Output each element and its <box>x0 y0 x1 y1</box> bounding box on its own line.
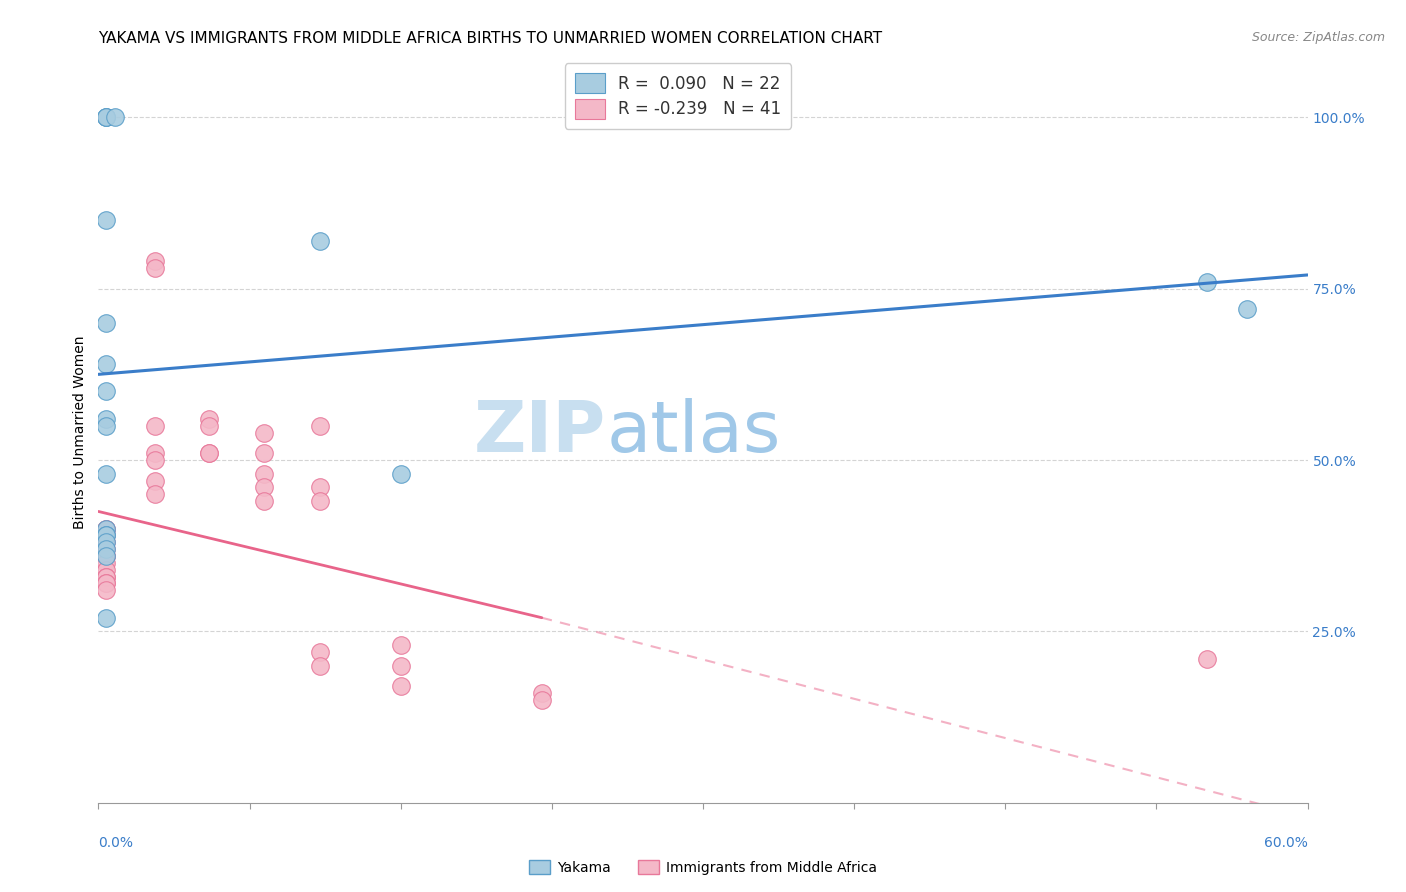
Point <box>1236 302 1258 317</box>
Point <box>96 522 118 536</box>
Point <box>96 522 118 536</box>
Point <box>143 261 166 276</box>
Point <box>1195 652 1218 666</box>
Legend: R =  0.090   N = 22, R = -0.239   N = 41: R = 0.090 N = 22, R = -0.239 N = 41 <box>565 63 792 128</box>
Point <box>96 467 118 481</box>
Text: ZIP: ZIP <box>474 398 606 467</box>
Point <box>96 528 118 542</box>
Point <box>96 549 118 563</box>
Text: YAKAMA VS IMMIGRANTS FROM MIDDLE AFRICA BIRTHS TO UNMARRIED WOMEN CORRELATION CH: YAKAMA VS IMMIGRANTS FROM MIDDLE AFRICA … <box>98 31 883 46</box>
Point <box>389 679 412 693</box>
Point <box>96 549 118 563</box>
Point <box>198 418 221 433</box>
Point <box>143 474 166 488</box>
Point <box>143 453 166 467</box>
Point <box>96 535 118 549</box>
Point <box>96 610 118 624</box>
Point <box>530 686 553 700</box>
Point <box>143 487 166 501</box>
Point <box>309 658 332 673</box>
Point <box>96 542 118 557</box>
Point <box>96 528 118 542</box>
Point <box>96 583 118 598</box>
Point <box>530 693 553 707</box>
Point <box>389 638 412 652</box>
Point <box>96 522 118 536</box>
Point <box>96 316 118 330</box>
Point <box>309 480 332 494</box>
Point <box>96 213 118 227</box>
Point <box>1195 275 1218 289</box>
Point <box>96 569 118 583</box>
Point <box>253 480 276 494</box>
Point <box>143 418 166 433</box>
Point <box>96 357 118 371</box>
Point <box>96 535 118 549</box>
Point <box>96 418 118 433</box>
Point <box>309 418 332 433</box>
Point <box>198 446 221 460</box>
Point <box>309 494 332 508</box>
Point <box>96 110 118 124</box>
Text: 60.0%: 60.0% <box>1264 836 1308 850</box>
Point <box>103 110 125 124</box>
Point <box>96 542 118 557</box>
Point <box>389 658 412 673</box>
Point <box>143 446 166 460</box>
Legend: Yakama, Immigrants from Middle Africa: Yakama, Immigrants from Middle Africa <box>523 855 883 880</box>
Text: Source: ZipAtlas.com: Source: ZipAtlas.com <box>1251 31 1385 45</box>
Point <box>96 556 118 570</box>
Point <box>96 569 118 583</box>
Point <box>96 549 118 563</box>
Point <box>143 254 166 268</box>
Point <box>96 576 118 591</box>
Point <box>96 412 118 426</box>
Y-axis label: Births to Unmarried Women: Births to Unmarried Women <box>73 336 87 529</box>
Point <box>198 412 221 426</box>
Point <box>253 467 276 481</box>
Point <box>309 234 332 248</box>
Point <box>309 645 332 659</box>
Point <box>96 563 118 577</box>
Point <box>253 494 276 508</box>
Text: 0.0%: 0.0% <box>98 836 134 850</box>
Point <box>96 528 118 542</box>
Point <box>253 425 276 440</box>
Text: atlas: atlas <box>606 398 780 467</box>
Point <box>96 110 118 124</box>
Point <box>96 576 118 591</box>
Point <box>96 110 118 124</box>
Point <box>253 446 276 460</box>
Point <box>389 467 412 481</box>
Point <box>198 446 221 460</box>
Point <box>96 384 118 399</box>
